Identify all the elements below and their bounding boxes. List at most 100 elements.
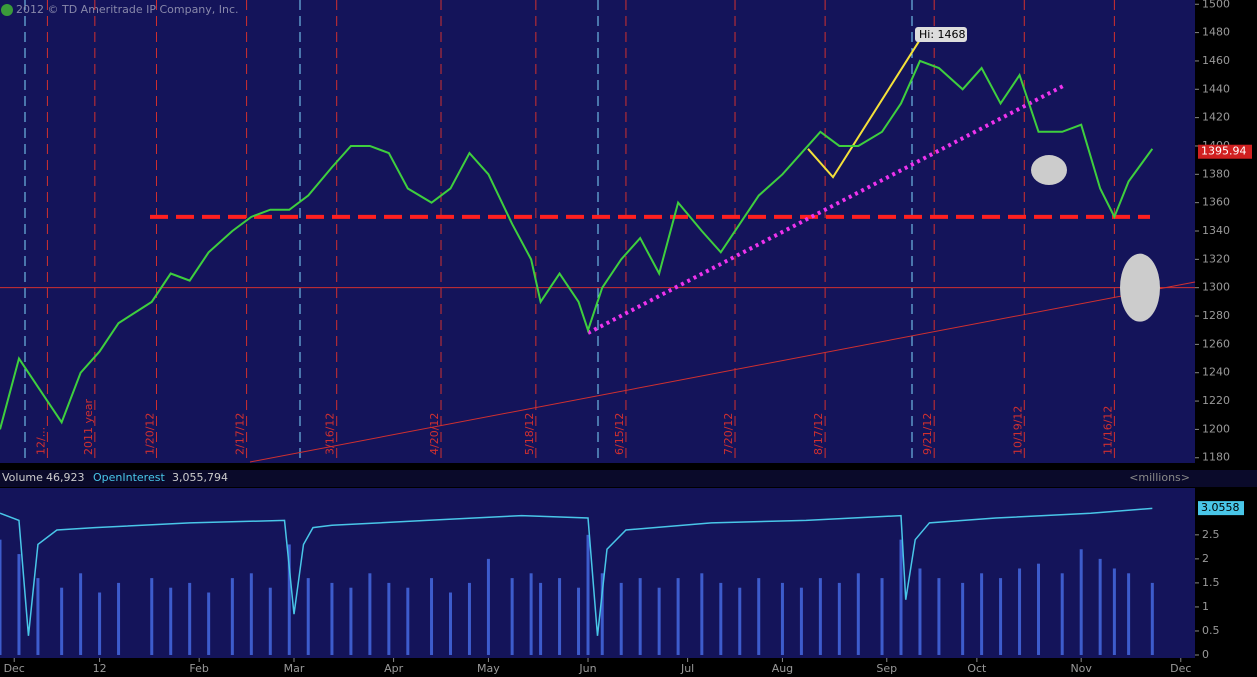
y-tick-label: 1220 [1202, 394, 1230, 407]
volume-bar [17, 554, 21, 655]
volume-bar [207, 592, 211, 655]
y-tick-label: 0 [1202, 648, 1209, 661]
x-tick-label: Oct [967, 662, 987, 675]
volume-bar [837, 582, 841, 655]
event-label: 7/20/12 [722, 413, 735, 455]
volume-bar [676, 578, 680, 655]
y-tick-label: 1460 [1202, 54, 1230, 67]
volume-bar [738, 587, 742, 655]
x-tick-label: 12 [93, 662, 107, 675]
oi-last-label: 3.0558 [1201, 501, 1240, 514]
y-tick-label: 1320 [1202, 252, 1230, 265]
trend-line [587, 83, 1066, 335]
event-label: 5/18/12 [523, 413, 536, 455]
volume-bar [818, 578, 822, 655]
high-box [915, 27, 967, 42]
volume-bar [1079, 549, 1083, 655]
event-label: 4/20/12 [428, 413, 441, 455]
highlight [1031, 155, 1067, 186]
x-tick-label: Mar [284, 662, 305, 675]
volume-bar [619, 582, 623, 655]
volume-bar [230, 578, 234, 655]
volume-bar [287, 544, 291, 655]
volume-bar [188, 582, 192, 655]
volume-bar [529, 573, 533, 655]
volume-bar [999, 578, 1003, 655]
volume-bar [60, 587, 64, 655]
volume-bar [577, 587, 581, 655]
y-tick-label: 1420 [1202, 111, 1230, 124]
highlight [1120, 253, 1160, 322]
y-tick-label: 1200 [1202, 422, 1230, 435]
volume-bar [899, 539, 903, 655]
volume-bar [368, 573, 372, 655]
volume-bar [1098, 558, 1102, 655]
oi-value: 3,055,794 [172, 471, 228, 484]
volume-bar [510, 578, 514, 655]
y-tick-label: 1280 [1202, 309, 1230, 322]
y-tick-label: 0.5 [1202, 624, 1220, 637]
y-tick-label: 1 [1202, 600, 1209, 613]
open-interest-line [0, 507, 1153, 636]
volume-bar [98, 592, 102, 655]
x-tick-label: Nov [1070, 662, 1092, 675]
volume-bar [757, 578, 761, 655]
x-tick-label: Aug [772, 662, 793, 675]
volume-bar [586, 534, 590, 655]
price-line [0, 59, 1154, 430]
y-tick-label: 1300 [1202, 281, 1230, 294]
volume-bar [249, 573, 253, 655]
volume-bar [719, 582, 723, 655]
copyright: 2012 © TD Ameritrade IP Company, Inc. [16, 3, 239, 16]
volume-bar [117, 582, 121, 655]
volume-bar [467, 582, 471, 655]
volume-bar [448, 592, 452, 655]
x-tick-label: Jun [578, 662, 596, 675]
volume-bar [980, 573, 984, 655]
last-price-box [1198, 144, 1252, 159]
volume-bar [1127, 573, 1131, 655]
yellow-path [807, 39, 921, 179]
volume-bar [1112, 568, 1116, 655]
volume-bar [36, 578, 40, 655]
volume-bar [937, 578, 941, 655]
expiry-lines [24, 0, 913, 463]
y-tick-label: 1260 [1202, 337, 1230, 350]
event-label: 2011 year [82, 398, 95, 455]
volume-bar [799, 587, 803, 655]
volume-bar [0, 539, 2, 655]
x-tick-label: Jul [680, 662, 694, 675]
high-label: Hi: 1468 [919, 28, 966, 41]
volume-bar [79, 573, 83, 655]
volume-header [0, 470, 1257, 487]
volume-bar [169, 587, 173, 655]
y-tick-label: 1380 [1202, 167, 1230, 180]
volume-bar [856, 573, 860, 655]
trend-line [249, 281, 1196, 463]
x-tick-label: Dec [1170, 662, 1191, 675]
last-price-label: 1395.94 [1201, 145, 1247, 158]
volume-bar [430, 578, 434, 655]
volume-bar [558, 578, 562, 655]
y-tick-label: 1360 [1202, 196, 1230, 209]
y-tick-label: 1480 [1202, 26, 1230, 39]
volume-bar [600, 573, 604, 655]
volume-bar [1037, 563, 1041, 655]
x-tick-label: Sep [876, 662, 897, 675]
volume-bar [880, 578, 884, 655]
y-tick-label: 2.5 [1202, 528, 1220, 541]
event-label: 6/15/12 [613, 413, 626, 455]
x-tick-label: Dec [4, 662, 25, 675]
x-tick-label: May [477, 662, 500, 675]
y-tick-label: 1.5 [1202, 576, 1220, 589]
volume-bar [638, 578, 642, 655]
y-tick-label: 1440 [1202, 82, 1230, 95]
y-tick-label: 1500 [1202, 0, 1230, 10]
volume-bar [780, 582, 784, 655]
logo [1, 4, 13, 16]
volume-bar [700, 573, 704, 655]
event-label: 9/21/12 [921, 413, 934, 455]
volume-bar [486, 558, 490, 655]
volume-bar [1150, 582, 1154, 655]
